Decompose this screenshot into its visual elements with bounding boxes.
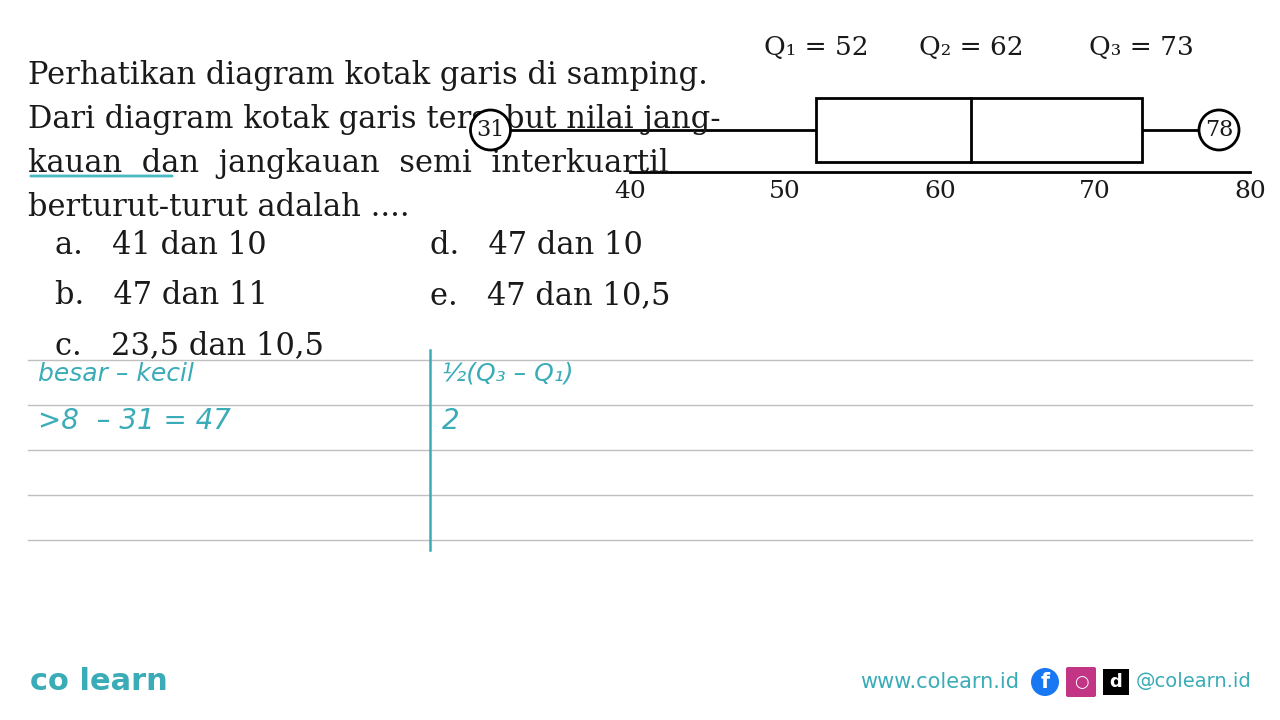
Text: Q₁ = 52: Q₁ = 52 [764, 35, 868, 60]
Text: Perhatikan diagram kotak garis di samping.: Perhatikan diagram kotak garis di sampin… [28, 60, 708, 91]
Text: 78: 78 [1204, 119, 1233, 141]
Bar [817, 98, 1142, 162]
Text: kauan  dan  jangkauan  semi  interkuartil: kauan dan jangkauan semi interkuartil [28, 148, 668, 179]
Circle shape [1199, 110, 1239, 150]
Text: besar – kecil: besar – kecil [38, 362, 195, 386]
Text: ½(Q₃ – Q₁): ½(Q₃ – Q₁) [442, 362, 573, 386]
Text: 80: 80 [1234, 180, 1266, 203]
Text: berturut-turut adalah ....: berturut-turut adalah .... [28, 192, 410, 223]
Text: 50: 50 [769, 180, 801, 203]
Text: f: f [1041, 672, 1050, 692]
Bar [1103, 669, 1129, 695]
Text: @colearn.id: @colearn.id [1137, 672, 1252, 691]
Text: Q₂ = 62: Q₂ = 62 [919, 35, 1023, 60]
Circle shape [1030, 668, 1059, 696]
Text: Dari diagram kotak garis tersebut nilai jang-: Dari diagram kotak garis tersebut nilai … [28, 104, 721, 135]
Text: >8  – 31 = 47: >8 – 31 = 47 [38, 407, 230, 435]
Text: c.   23,5 dan 10,5: c. 23,5 dan 10,5 [55, 330, 324, 361]
Text: a.   41 dan 10: a. 41 dan 10 [55, 230, 266, 261]
Text: Q₃ = 73: Q₃ = 73 [1089, 35, 1194, 60]
Text: 70: 70 [1079, 180, 1111, 203]
Text: d: d [1110, 673, 1123, 691]
Text: b.   47 dan 11: b. 47 dan 11 [55, 280, 268, 311]
Text: 2: 2 [442, 407, 460, 435]
FancyBboxPatch shape [1066, 667, 1096, 697]
Text: co learn: co learn [29, 667, 168, 696]
Text: 40: 40 [614, 180, 646, 203]
Text: e.   47 dan 10,5: e. 47 dan 10,5 [430, 280, 671, 311]
Text: 60: 60 [924, 180, 956, 203]
Text: 31: 31 [476, 119, 504, 141]
Circle shape [471, 110, 511, 150]
Text: www.colearn.id: www.colearn.id [860, 672, 1019, 692]
Text: d.   47 dan 10: d. 47 dan 10 [430, 230, 643, 261]
Text: ○: ○ [1074, 673, 1088, 691]
